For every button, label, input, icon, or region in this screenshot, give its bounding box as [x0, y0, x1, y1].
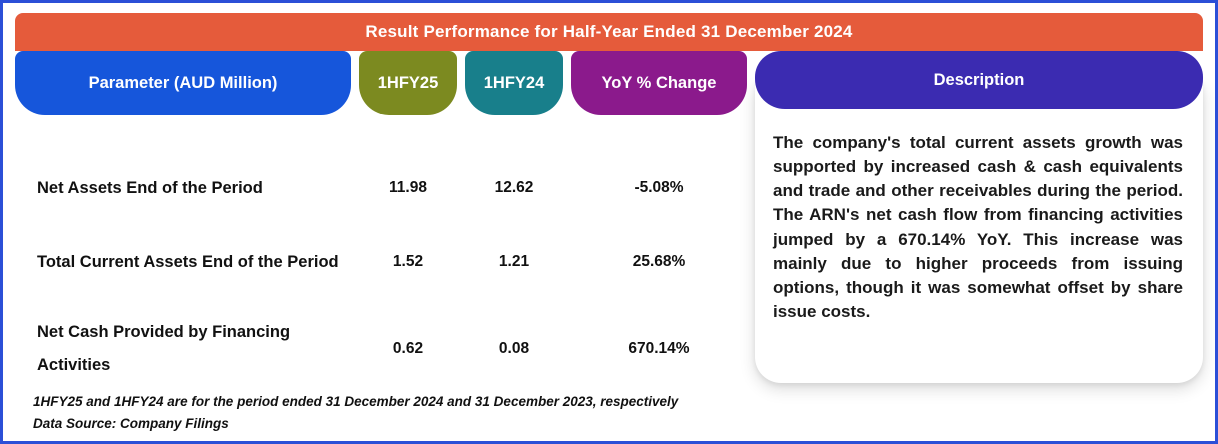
- row-1hfy24-value: 1.21: [498, 253, 530, 270]
- description-text: The company's total current assets growt…: [773, 133, 1183, 321]
- row-1hfy25-value: 0.62: [392, 340, 424, 357]
- metrics-table: Parameter (AUD Million) 1HFY25 1HFY24 Yo…: [15, 51, 747, 441]
- row-parameter: Net Cash Provided by Financing Activitie…: [37, 323, 291, 374]
- column-header-yoy-change: YoY % Change: [571, 51, 747, 115]
- row-1hfy25-value: 1.52: [392, 253, 424, 270]
- row-yoy-value: -5.08%: [634, 179, 684, 196]
- column-header-description-label: Description: [933, 70, 1025, 89]
- row-1hfy25-value: 11.98: [389, 179, 427, 196]
- column-header-description: Description: [755, 51, 1203, 109]
- row-1hfy24-value: 0.08: [498, 340, 530, 357]
- footnotes: 1HFY25 and 1HFY24 are for the period end…: [15, 391, 747, 441]
- column-header-parameter: Parameter (AUD Million): [15, 51, 351, 115]
- description-card: The company's total current assets growt…: [755, 83, 1203, 383]
- column-header-1hfy25: 1HFY25: [359, 51, 457, 115]
- description-column: Description The company's total current …: [755, 51, 1203, 441]
- column-header-1hfy25-label: 1HFY25: [377, 73, 439, 92]
- row-parameter: Total Current Assets End of the Period: [37, 252, 339, 271]
- column-header-1hfy24-label: 1HFY24: [483, 73, 545, 92]
- row-yoy-value: 670.14%: [628, 340, 690, 357]
- column-header-parameter-label: Parameter (AUD Million): [88, 73, 278, 92]
- table-row: Total Current Assets End of the Period 1…: [15, 217, 747, 307]
- page-title: Result Performance for Half-Year Ended 3…: [365, 22, 853, 41]
- table-row: Net Assets End of the Period 11.98 12.62…: [15, 159, 747, 217]
- title-banner: Result Performance for Half-Year Ended 3…: [15, 13, 1203, 51]
- footnote-period: 1HFY25 and 1HFY24 are for the period end…: [33, 394, 679, 409]
- row-yoy-value: 25.68%: [632, 253, 686, 270]
- footnote-data-source: Data Source: Company Filings: [33, 416, 229, 432]
- row-parameter: Net Assets End of the Period: [37, 178, 263, 197]
- table-row: Net Cash Provided by Financing Activitie…: [15, 307, 747, 391]
- table-header-row: Parameter (AUD Million) 1HFY25 1HFY24 Yo…: [15, 51, 747, 115]
- content-area: Parameter (AUD Million) 1HFY25 1HFY24 Yo…: [15, 51, 1203, 441]
- column-header-yoy-change-label: YoY % Change: [601, 73, 717, 92]
- row-1hfy24-value: 12.62: [494, 179, 534, 196]
- column-header-1hfy24: 1HFY24: [465, 51, 563, 115]
